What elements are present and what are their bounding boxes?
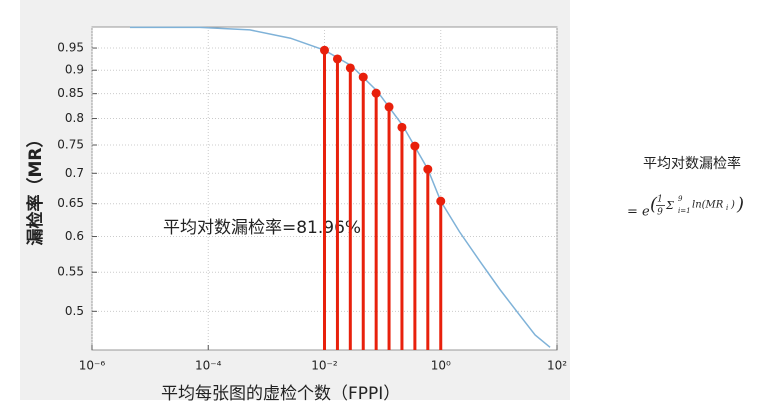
- y-tick-label: 0.95: [57, 41, 84, 55]
- formula-part: ): [736, 194, 744, 215]
- stem-dot: [436, 196, 446, 206]
- y-tick-label: 0.85: [57, 86, 84, 100]
- stem-dot: [397, 122, 407, 132]
- formula-part: 9: [678, 195, 683, 203]
- stem-dot: [410, 141, 420, 151]
- y-tick-label: 0.65: [57, 196, 84, 210]
- stem-dot: [358, 72, 368, 82]
- note-title: 平均对数漏检率: [643, 155, 741, 172]
- annotation: 平均对数漏检率=81.96%: [163, 218, 361, 238]
- y-tick-label: 0.75: [57, 138, 84, 152]
- stem-dot: [345, 63, 355, 73]
- formula-part: i=1: [678, 207, 691, 215]
- formula-part: 9: [657, 208, 663, 218]
- y-tick-label: 0.5: [65, 304, 84, 318]
- y-tick-label: 0.55: [57, 265, 84, 279]
- x-tick-label: 10⁰: [431, 359, 451, 373]
- formula-part: ln(MR: [692, 200, 724, 211]
- x-tick-label: 10⁻⁶: [79, 359, 106, 373]
- formula-part: = e: [627, 205, 650, 220]
- stem-dot: [332, 54, 342, 64]
- x-tick-label: 10²: [547, 359, 567, 373]
- y-tick-label: 0.6: [65, 229, 84, 243]
- y-tick-label: 0.9: [65, 63, 84, 77]
- formula-part: Σ: [665, 199, 674, 212]
- stem-dot: [423, 164, 433, 174]
- x-tick-label: 10⁻⁴: [195, 359, 222, 373]
- formula-part: 1: [657, 195, 663, 205]
- stem-dot: [320, 45, 329, 55]
- y-tick-label: 0.8: [65, 111, 84, 125]
- stem-dot: [384, 102, 394, 112]
- x-tick-label: 10⁻²: [311, 359, 338, 373]
- formula-part: (: [650, 194, 658, 215]
- formula-part: i: [726, 204, 728, 212]
- x-axis-label: 平均每张图的虚检个数（FPPI）: [161, 384, 400, 404]
- stem-dot: [371, 88, 381, 98]
- formula-part: ): [730, 200, 735, 211]
- y-axis-label: 漏检率（MR）: [25, 130, 46, 245]
- y-tick-label: 0.7: [65, 166, 84, 180]
